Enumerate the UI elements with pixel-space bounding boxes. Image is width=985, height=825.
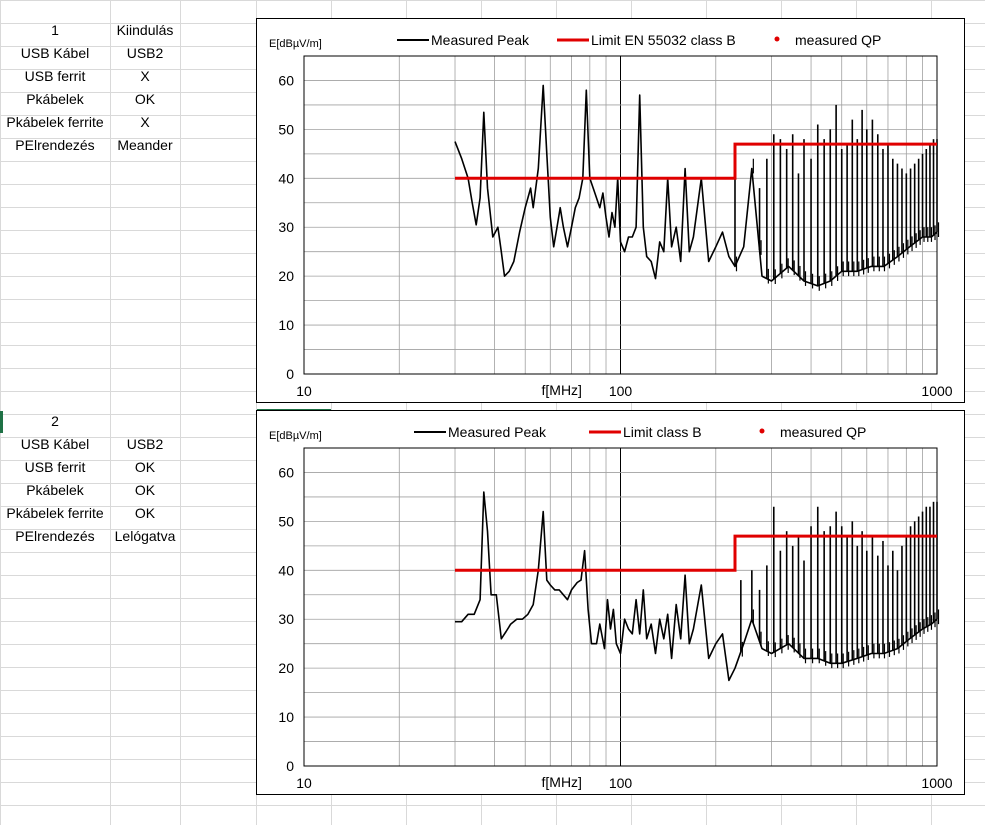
y-tick-label: 30: [278, 611, 294, 627]
series-measured-peak: [455, 491, 938, 682]
y-tick-label: 40: [278, 562, 294, 578]
emission-chart-1[interactable]: 0 10 20 30 40 50 60 10 100 1000 E[dBµV/m] f[MHz] Mea…: [256, 18, 965, 403]
y-axis-label: E[dBµV/m]: [269, 38, 322, 50]
cell-block2-number[interactable]: 2: [51, 413, 59, 429]
cell-label[interactable]: USB ferrit: [24, 68, 86, 84]
emission-chart-2[interactable]: 0 10 20 30 40 50 60 10 100 1000 E[dBµV/m] f[MHz] Mea…: [256, 410, 965, 795]
series-measured-peak: [454, 84, 938, 287]
y-tick-label: 30: [278, 219, 294, 235]
cell-label[interactable]: USB Kábel: [20, 45, 90, 61]
cell-value[interactable]: OK: [134, 505, 156, 521]
cell-value[interactable]: OK: [134, 459, 156, 475]
y-tick-label: 0: [286, 366, 294, 382]
cell-label[interactable]: Pkábelek: [26, 482, 84, 498]
y-tick-label: 50: [278, 513, 294, 529]
x-tick-label: 1000: [921, 775, 952, 791]
legend-label-limit: Limit EN 55032 class B: [591, 32, 736, 48]
column-divider: [180, 0, 181, 825]
legend-swatch-qp: [759, 428, 765, 434]
x-tick-label: 10: [296, 383, 312, 399]
y-tick-label: 20: [278, 660, 294, 676]
cell-label[interactable]: Pkábelek: [26, 91, 84, 107]
y-tick-label: 0: [286, 758, 294, 774]
cell-label[interactable]: Pkábelek ferrite: [6, 505, 104, 521]
column-divider: [110, 0, 111, 825]
legend-label-qp: measured QP: [795, 32, 881, 48]
row-selection-marker: [0, 411, 3, 433]
cell-value[interactable]: USB2: [126, 45, 164, 61]
y-tick-label: 50: [278, 121, 294, 137]
y-axis-label: E[dBµV/m]: [269, 430, 322, 442]
cell-label[interactable]: Pkábelek ferrite: [6, 114, 104, 130]
y-tick-label: 10: [278, 709, 294, 725]
x-tick-label: 100: [609, 775, 633, 791]
x-axis-label: f[MHz]: [542, 382, 582, 398]
cell-value[interactable]: X: [140, 114, 150, 130]
cell-value[interactable]: USB2: [126, 436, 164, 452]
legend-label-limit: Limit class B: [623, 424, 702, 440]
legend-label-peak: Measured Peak: [431, 32, 530, 48]
legend-label-peak: Measured Peak: [448, 424, 547, 440]
cell-block1-title[interactable]: Kiindulás: [116, 22, 174, 38]
y-tick-label: 60: [278, 72, 294, 88]
cell-block1-number[interactable]: 1: [51, 22, 59, 38]
legend-label-qp: measured QP: [780, 424, 866, 440]
y-tick-label: 10: [278, 317, 294, 333]
cell-value[interactable]: Lelógatva: [114, 528, 176, 544]
x-axis-label: f[MHz]: [542, 774, 582, 790]
x-tick-label: 1000: [921, 383, 952, 399]
cell-label[interactable]: PElrendezés: [15, 137, 95, 153]
y-tick-label: 60: [278, 464, 294, 480]
series-limit-line: [455, 142, 937, 180]
x-tick-label: 100: [609, 383, 633, 399]
cell-label[interactable]: PElrendezés: [15, 528, 95, 544]
series-limit-line: [455, 534, 937, 572]
cell-value[interactable]: X: [140, 68, 150, 84]
x-tick-label: 10: [296, 775, 312, 791]
cell-value[interactable]: OK: [134, 91, 156, 107]
cell-label[interactable]: USB ferrit: [24, 459, 86, 475]
cell-label[interactable]: USB Kábel: [20, 436, 90, 452]
y-tick-label: 40: [278, 170, 294, 186]
cell-value[interactable]: Meander: [117, 137, 173, 153]
cell-value[interactable]: OK: [134, 482, 156, 498]
legend-swatch-qp: [774, 36, 780, 42]
y-tick-label: 20: [278, 268, 294, 284]
